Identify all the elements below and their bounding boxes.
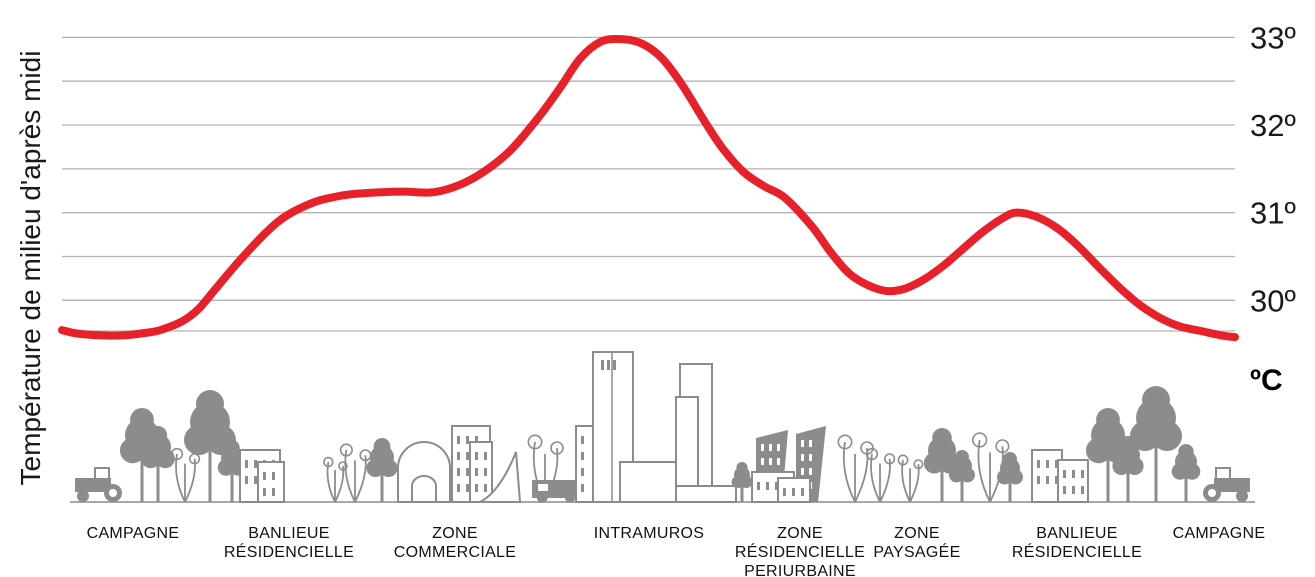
zone-label: ZONE: [777, 525, 823, 542]
tree-icon: [1171, 444, 1201, 502]
y-axis-label: Température de milieu d'après midi: [15, 51, 46, 486]
zone-labels: CAMPAGNE BANLIEUERÉSIDENCIELLEZONECOMMERC…: [87, 525, 1266, 577]
tree-icon: [141, 426, 175, 502]
zone-label: RÉSIDENCIELLE: [735, 542, 865, 561]
zone-label: BANLIEUE: [248, 525, 330, 542]
y-tick-label: 31º: [1250, 196, 1296, 231]
unit-label: ºC: [1250, 364, 1283, 397]
shrub-icon: [865, 447, 896, 503]
building-icon: [1057, 459, 1089, 503]
zone-label: RÉSIDENCIELLE: [224, 542, 354, 561]
curved-building-icon: [479, 451, 522, 503]
building-icon: [575, 425, 595, 503]
temperature-curve: [58, 34, 1239, 342]
shrub-icon: [339, 443, 372, 503]
building-icon: [469, 441, 493, 503]
zone-label: PAYSAGÉE: [873, 542, 960, 561]
building-icon: [257, 461, 285, 503]
tractor-icon: [75, 467, 122, 502]
tree-icon: [923, 428, 961, 502]
shrub-icon: [897, 454, 924, 503]
zone-label: ZONE: [894, 525, 940, 542]
y-tick-labels: 33º 32º 31º 30º: [1250, 20, 1296, 318]
zone-label: ZONE: [432, 525, 478, 542]
zone-label: INTRAMUROS: [594, 525, 705, 542]
zone-label: COMMERCIALE: [394, 544, 516, 561]
shrub-icon: [170, 447, 201, 503]
shrub-icon: [323, 456, 348, 503]
zone-label: CAMPAGNE: [1173, 525, 1266, 542]
grid-lines: [62, 36, 1235, 332]
van-icon: [532, 480, 580, 503]
tree-icon: [217, 440, 247, 502]
tree-icon: [1085, 408, 1131, 502]
skyscraper-icon: [675, 363, 737, 503]
zone-label: RÉSIDENCIELLE: [1012, 542, 1142, 561]
y-tick-label: 32º: [1250, 108, 1296, 143]
y-tick-label: 30º: [1250, 283, 1296, 318]
building-icon: [777, 477, 811, 503]
y-tick-label: 33º: [1250, 20, 1296, 55]
zone-label: PERIURBAINE: [744, 563, 856, 577]
tree-icon: [1130, 386, 1182, 502]
tractor-icon: [1203, 467, 1250, 502]
tree-icon: [731, 462, 753, 502]
tree-icon: [949, 450, 975, 502]
city-skyline-illustration: [70, 351, 1255, 503]
zone-label: BANLIEUE: [1036, 525, 1118, 542]
zone-label: CAMPAGNE: [87, 525, 180, 542]
building-icon: [619, 461, 683, 503]
tree-icon: [366, 438, 398, 502]
tree-icon: [997, 452, 1023, 502]
shrub-icon: [837, 434, 874, 503]
dome-building-icon: [397, 441, 451, 503]
